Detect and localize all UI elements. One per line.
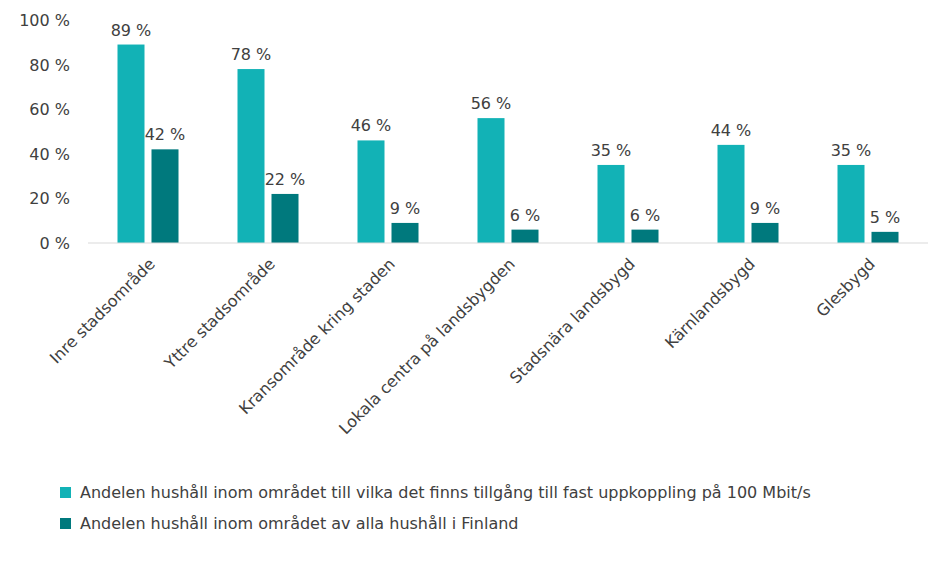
bar	[872, 232, 899, 243]
bar	[632, 230, 659, 243]
data-label: 35 %	[831, 141, 872, 160]
legend-swatch	[60, 518, 71, 529]
data-label: 78 %	[231, 45, 272, 64]
legend-swatch	[60, 487, 71, 498]
data-label: 9 %	[750, 199, 780, 218]
bar	[718, 145, 745, 243]
data-label: 44 %	[711, 121, 752, 140]
bar	[238, 69, 265, 243]
data-label: 6 %	[630, 206, 660, 225]
y-tick-label: 40 %	[29, 145, 70, 164]
data-labels: 89 % 78 % 46 % 56 % 35 % 44 % 35 % 42 % 22 % 9 % 6…	[111, 21, 901, 227]
legend: Andelen hushåll inom området till vilka …	[60, 483, 811, 533]
data-label: 35 %	[591, 141, 632, 160]
bar	[598, 165, 625, 243]
x-tick-label: Lokala centra på landsbygden	[335, 254, 519, 438]
x-axis-line	[88, 243, 928, 244]
bar	[512, 230, 539, 243]
bar	[152, 149, 179, 243]
x-tick-label: Kärnlandsbygd	[661, 254, 759, 352]
data-label: 9 %	[390, 199, 420, 218]
x-tick-label: Yttre stadsområde	[160, 254, 279, 373]
y-tick-label: 20 %	[29, 189, 70, 208]
bar	[392, 223, 419, 243]
bar	[118, 45, 145, 243]
x-tick-label: Stadsnära landsbygd	[506, 254, 639, 387]
bar	[358, 140, 385, 243]
y-tick-label: 100 %	[19, 11, 70, 30]
legend-label: Andelen hushåll inom området till vilka …	[80, 483, 811, 502]
x-tick-label: Inre stadsområde	[46, 254, 159, 367]
bar	[272, 194, 299, 243]
bar	[838, 165, 865, 243]
data-label: 6 %	[510, 206, 540, 225]
data-label: 89 %	[111, 21, 152, 40]
data-label: 46 %	[351, 116, 392, 135]
y-tick-label: 80 %	[29, 56, 70, 75]
y-tick-label: 60 %	[29, 100, 70, 119]
bar	[478, 118, 505, 243]
data-label: 42 %	[145, 125, 186, 144]
chart: 0 % 20 % 40 % 60 % 80 % 100 % 89 % 78 % 46 % 56 %…	[0, 0, 944, 562]
x-tick-label: Glesbygd	[812, 254, 878, 320]
data-label: 56 %	[471, 94, 512, 113]
data-label: 5 %	[870, 208, 900, 227]
bar	[752, 223, 779, 243]
bars	[118, 45, 899, 243]
data-label: 22 %	[265, 170, 306, 189]
y-tick-label: 0 %	[40, 234, 70, 253]
legend-label: Andelen hushåll inom området av alla hus…	[80, 514, 519, 533]
